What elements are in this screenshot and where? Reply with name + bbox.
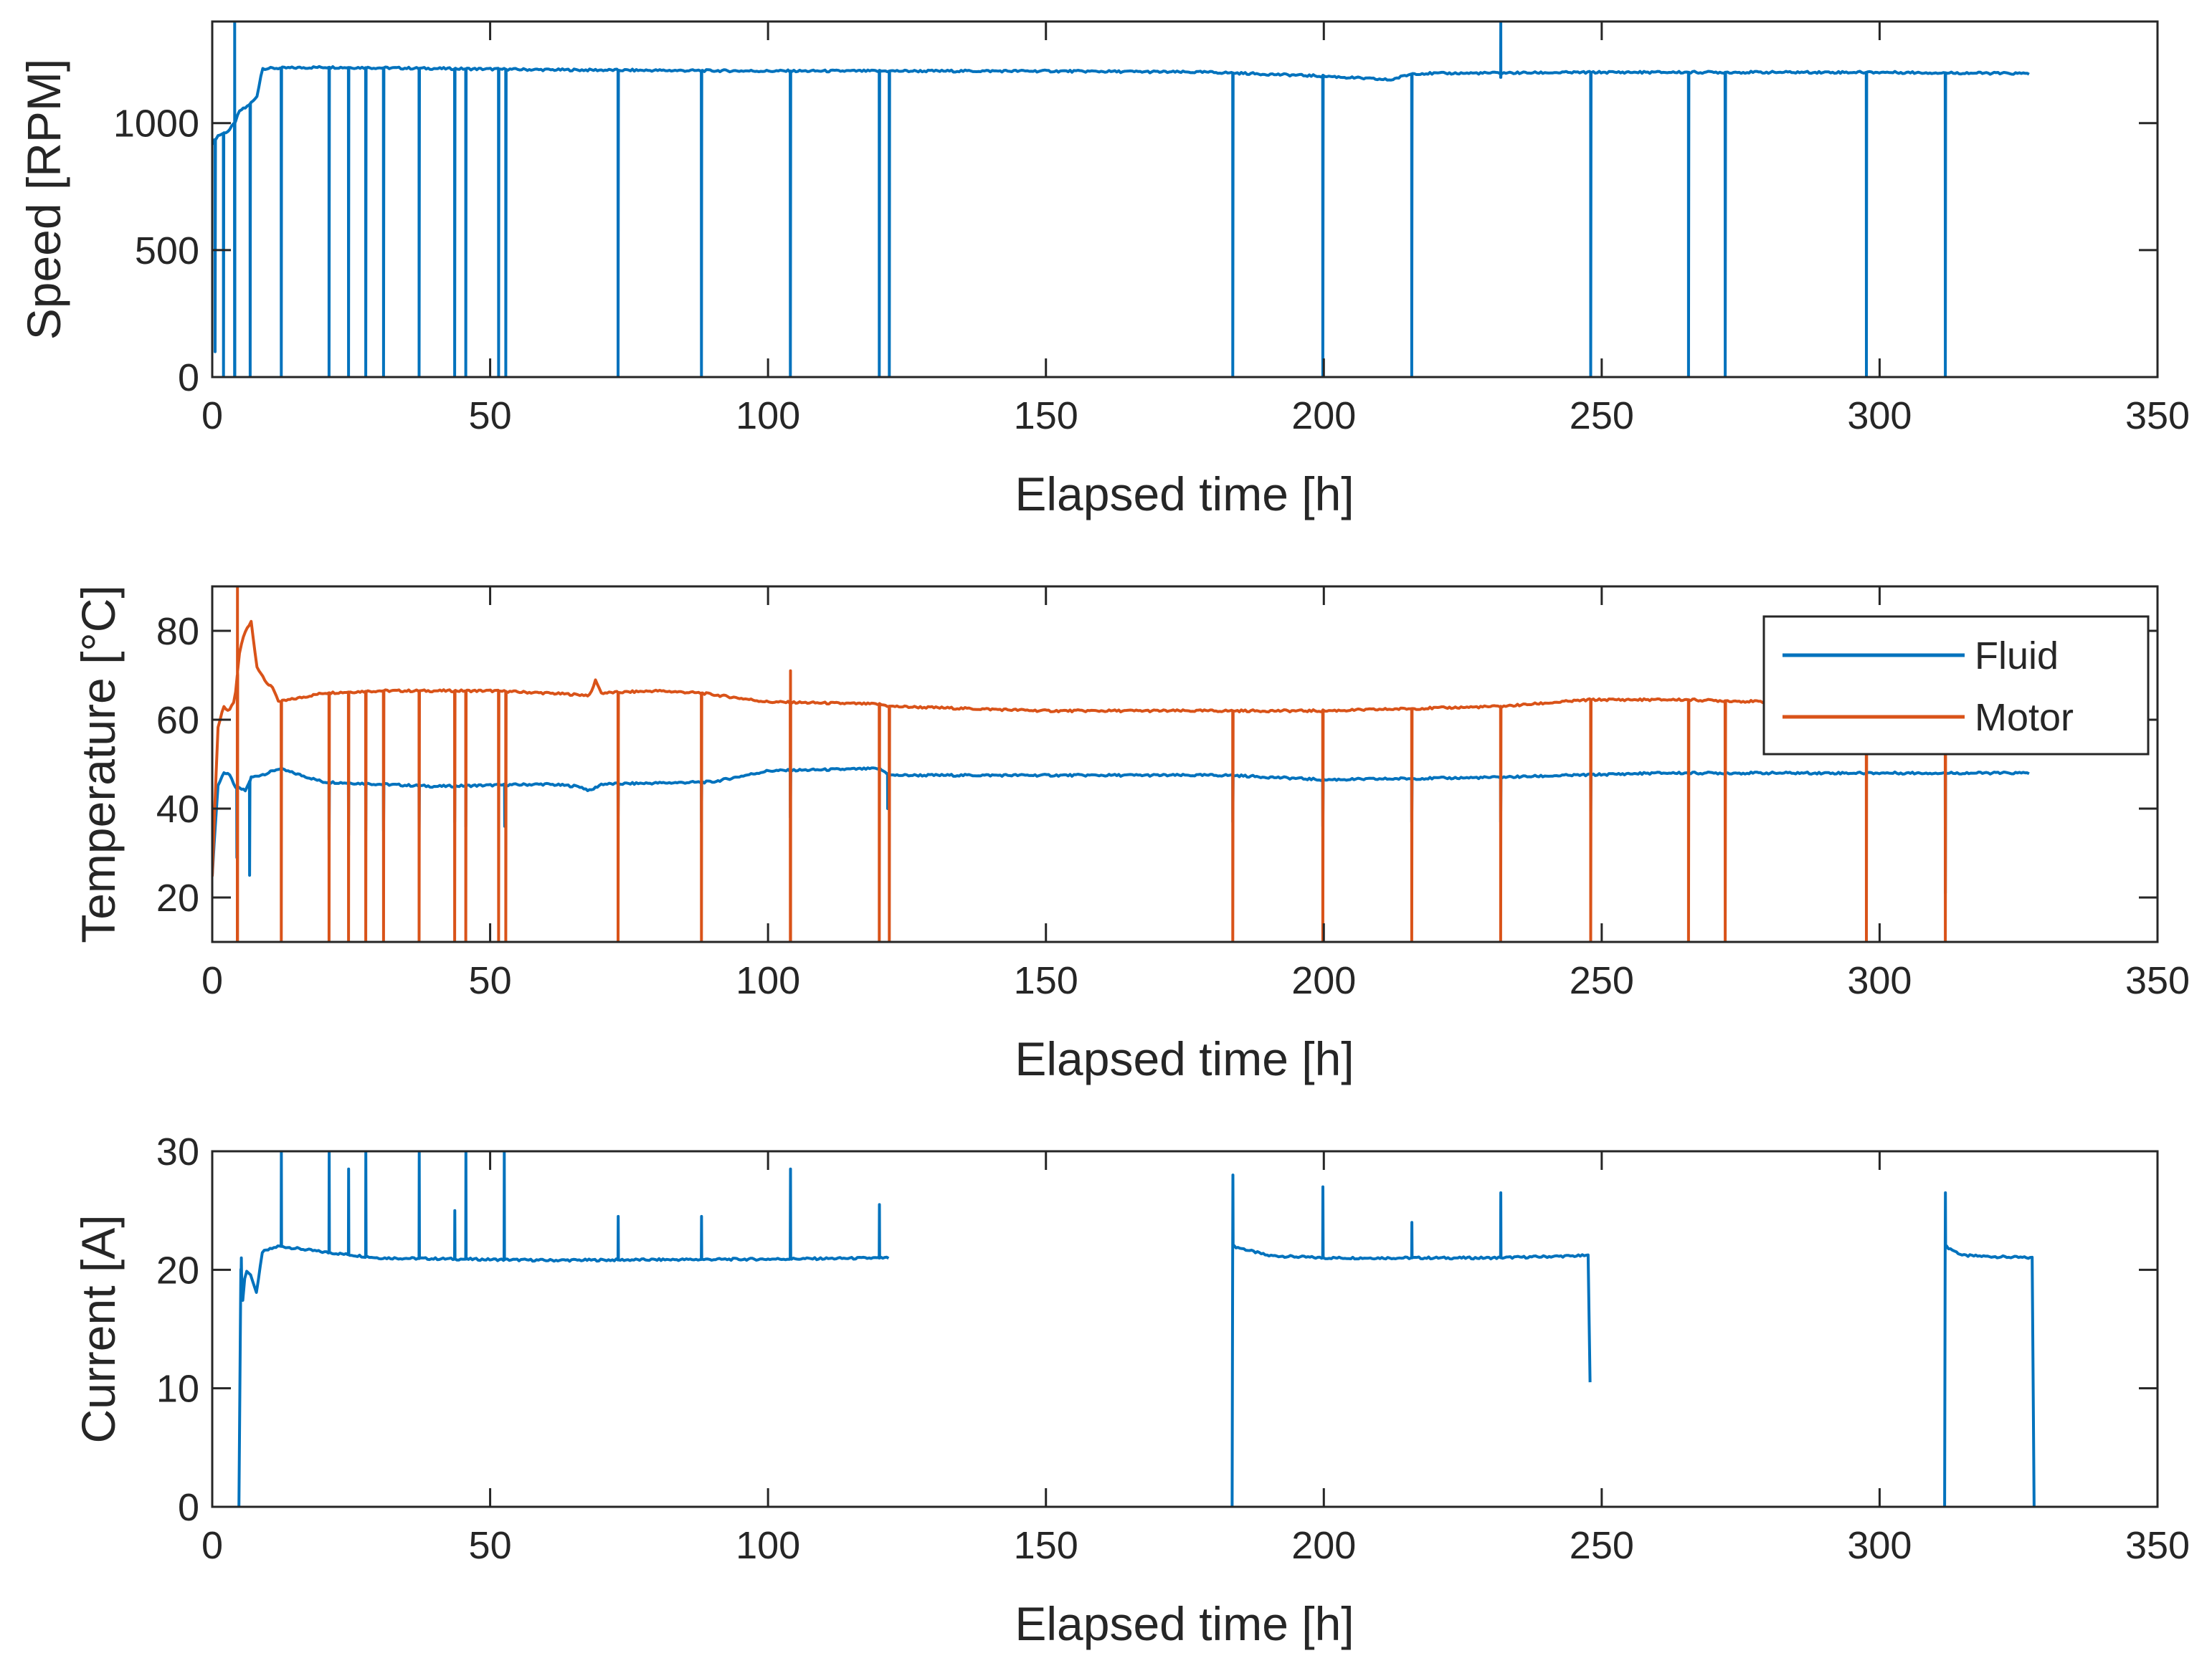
x-tick-label: 350 — [2125, 394, 2190, 437]
speed-plot-area — [212, 22, 2030, 377]
current-y-axis-label: Current [A] — [72, 1214, 125, 1443]
temperature-legend: Fluid Motor — [1762, 615, 2150, 756]
x-tick-label: 250 — [1570, 394, 1634, 437]
speed-x-axis-label: Elapsed time [h] — [1015, 467, 1354, 520]
y-tick-label: 1000 — [113, 103, 199, 146]
x-tick-label: 100 — [736, 394, 800, 437]
x-tick-label: 350 — [2125, 959, 2190, 1002]
x-tick-label: 250 — [1570, 959, 1634, 1002]
temperature-axes-frame — [211, 585, 2159, 943]
x-tick-label: 50 — [469, 394, 512, 437]
current-panel: 0 50 100 150 200 250 300 350 0 10 20 30 Elapsed ti… — [72, 1130, 2190, 1650]
x-tick-label: 300 — [1847, 394, 1912, 437]
speed-x-ticks: 0 50 100 150 200 250 300 350 — [201, 22, 2190, 437]
x-tick-label: 0 — [201, 959, 223, 1002]
current-plot-area — [237, 1151, 2036, 1507]
current-series-current-line-1 — [237, 1151, 890, 1507]
speed-series-speed-line — [212, 22, 2030, 377]
y-tick-label: 80 — [156, 610, 199, 653]
temperature-x-axis-label: Elapsed time [h] — [1015, 1032, 1354, 1085]
legend-motor-label: Motor — [1975, 696, 2074, 739]
x-tick-label: 150 — [1014, 1524, 1078, 1567]
legend-box — [1762, 615, 2150, 756]
y-tick-label: 0 — [178, 356, 199, 399]
y-tick-label: 30 — [156, 1130, 199, 1173]
x-tick-label: 300 — [1847, 1524, 1912, 1567]
x-tick-label: 100 — [736, 959, 800, 1002]
current-x-ticks: 0 50 100 150 200 250 300 350 — [201, 1151, 2190, 1567]
x-tick-label: 200 — [1291, 959, 1356, 1002]
temperature-y-ticks: 20 40 60 80 — [156, 610, 2158, 920]
y-tick-label: 10 — [156, 1368, 199, 1411]
x-tick-label: 0 — [201, 394, 223, 437]
temperature-y-axis-label: Temperature [°C] — [72, 585, 125, 943]
current-x-axis-label: Elapsed time [h] — [1015, 1597, 1354, 1650]
speed-y-axis-label: Speed [RPM] — [17, 59, 70, 341]
y-tick-label: 20 — [156, 1249, 199, 1292]
y-tick-label: 40 — [156, 788, 199, 831]
temperature-plot-area — [212, 586, 2030, 942]
x-tick-label: 150 — [1014, 959, 1078, 1002]
x-tick-label: 0 — [201, 1524, 223, 1567]
temperature-series-fluid-line — [212, 766, 2030, 895]
x-tick-label: 100 — [736, 1524, 800, 1567]
current-axes-frame — [211, 1150, 2159, 1508]
y-tick-label: 60 — [156, 699, 199, 742]
x-tick-label: 150 — [1014, 394, 1078, 437]
temperature-series-motor-line — [212, 586, 1947, 942]
x-tick-label: 200 — [1291, 394, 1356, 437]
x-tick-label: 50 — [469, 1524, 512, 1567]
y-tick-label: 20 — [156, 877, 199, 920]
x-tick-label: 200 — [1291, 1524, 1356, 1567]
current-series-current-line-3 — [1943, 1191, 2036, 1507]
current-y-ticks: 0 10 20 30 — [156, 1130, 2158, 1529]
y-tick-label: 0 — [178, 1486, 199, 1529]
speed-y-ticks: 0 500 1000 — [113, 103, 2158, 399]
temperature-panel: 0 50 100 150 200 250 300 350 20 40 60 80 Elapsed t… — [72, 585, 2190, 1085]
y-tick-label: 500 — [135, 229, 199, 272]
legend-fluid-label: Fluid — [1975, 634, 2059, 677]
x-tick-label: 300 — [1847, 959, 1912, 1002]
x-tick-label: 250 — [1570, 1524, 1634, 1567]
speed-panel: 0 50 100 150 200 250 300 350 0 500 1000 Elapsed t… — [17, 22, 2190, 520]
current-series-current-line-2 — [1230, 1173, 1592, 1507]
x-tick-label: 50 — [469, 959, 512, 1002]
speed-axes-frame — [211, 20, 2159, 378]
x-tick-label: 350 — [2125, 1524, 2190, 1567]
temperature-x-ticks: 0 50 100 150 200 250 300 350 — [201, 586, 2190, 1002]
